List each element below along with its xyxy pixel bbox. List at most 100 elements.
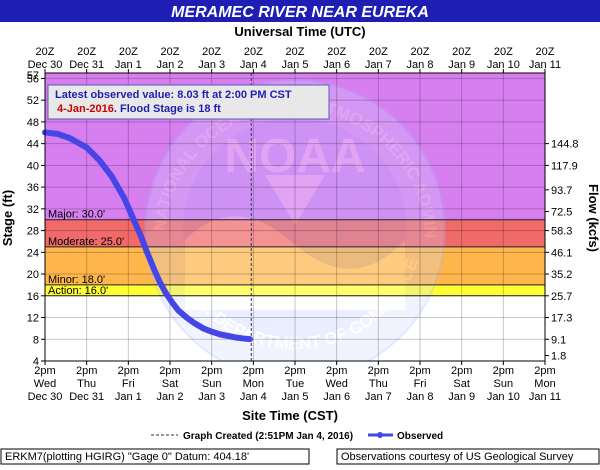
utc-tick-time: 20Z: [119, 46, 138, 58]
flood-band-action: [45, 284, 545, 296]
watermark-inner: [183, 118, 407, 342]
cst-tick-date: Dec 31: [69, 391, 104, 403]
flow-tick-label: 58.3: [551, 226, 572, 238]
observed-point: [150, 265, 156, 271]
title-bar: [0, 0, 600, 22]
utc-tick-date: Jan 2: [157, 59, 184, 71]
flow-tick-label: 93.7: [551, 185, 572, 197]
cst-tick-time: 2pm: [326, 365, 347, 377]
utc-tick-date: Dec 31: [69, 59, 104, 71]
flow-tick-label: 117.9: [551, 160, 578, 172]
utc-tick-date: Jan 3: [198, 59, 225, 71]
cst-tick-date: Jan 6: [323, 391, 350, 403]
cst-tick-day: Thu: [77, 378, 96, 390]
observed-point: [217, 331, 223, 337]
flood-band-minor: [45, 246, 545, 285]
cst-tick-day: Mon: [534, 378, 555, 390]
utc-tick-date: Jan 6: [323, 59, 350, 71]
cst-tick-time: 2pm: [34, 365, 55, 377]
observed-point: [109, 173, 115, 179]
observed-point: [163, 290, 169, 296]
cst-tick-date: Jan 1: [115, 391, 142, 403]
utc-tick-time: 20Z: [494, 46, 513, 58]
y-tick-label: 44: [27, 139, 39, 151]
y-tick-label: 12: [27, 313, 39, 325]
y2-axis-label: Flow (kcfs): [586, 184, 600, 252]
cst-tick-day: Mon: [243, 378, 264, 390]
utc-tick-date: Dec 30: [28, 59, 63, 71]
observed-point: [209, 329, 215, 335]
info-line-1: Latest observed value: 8.03 ft at 2:00 P…: [55, 89, 292, 101]
y-tick-label: 56: [27, 73, 39, 85]
observed-point: [247, 336, 253, 342]
cst-tick-time: 2pm: [159, 365, 180, 377]
cst-tick-date: Jan 3: [198, 391, 225, 403]
cst-tick-date: Jan 8: [407, 391, 434, 403]
observed-point: [157, 279, 163, 285]
info-flood-stage: . Flood Stage is 18 ft: [114, 103, 221, 115]
utc-tick-time: 20Z: [536, 46, 555, 58]
observed-point: [240, 335, 246, 341]
cst-tick-time: 2pm: [118, 365, 139, 377]
observed-point: [96, 157, 102, 163]
utc-tick-time: 20Z: [411, 46, 430, 58]
observed-point: [225, 333, 231, 339]
footer-left-box: [0, 448, 310, 465]
observed-point: [234, 335, 240, 341]
observed-point: [130, 214, 135, 220]
chart-title: MERAMEC RIVER NEAR EUREKA: [171, 4, 429, 21]
utc-tick-date: Jan 8: [407, 59, 434, 71]
cst-tick-time: 2pm: [76, 365, 97, 377]
observed-point: [67, 135, 73, 141]
flow-tick-label: 72.5: [551, 207, 572, 219]
legend-created-label: Graph Created (2:51PM Jan 4, 2016): [183, 431, 353, 442]
cst-tick-date: Jan 7: [365, 391, 392, 403]
observed-point: [200, 325, 206, 331]
info-box: [47, 84, 330, 120]
legend-observed-label: Observed: [397, 431, 443, 442]
observed-point: [175, 307, 181, 313]
cst-tick-day: Sat: [453, 378, 470, 390]
top-axis-label: Universal Time (UTC): [234, 24, 365, 39]
cst-tick-day: Sun: [202, 378, 222, 390]
cst-tick-time: 2pm: [243, 365, 264, 377]
threshold-label-18: Minor: 18.0': [48, 274, 105, 286]
observed-point: [184, 315, 190, 321]
y-tick-label: 36: [27, 182, 39, 194]
cst-tick-time: 2pm: [284, 365, 305, 377]
cst-tick-date: Jan 11: [529, 391, 561, 403]
cst-tick-day: Tue: [286, 378, 305, 390]
cst-tick-time: 2pm: [201, 365, 222, 377]
utc-tick-time: 20Z: [36, 46, 55, 58]
watermark-ring: [144, 79, 446, 361]
cst-tick-day: Wed: [34, 378, 56, 390]
y-tick-label: 16: [27, 291, 39, 303]
y-tick-label: 20: [27, 269, 39, 281]
cst-tick-time: 2pm: [409, 365, 430, 377]
utc-tick-date: Jan 1: [115, 59, 142, 71]
bottom-axis-label: Site Time (CST): [242, 408, 338, 423]
cst-tick-date: Jan 10: [487, 391, 520, 403]
cst-tick-date: Jan 4: [240, 391, 267, 403]
cst-tick-time: 2pm: [493, 365, 514, 377]
utc-tick-date: Jan 10: [487, 59, 520, 71]
cst-tick-time: 2pm: [368, 365, 389, 377]
observed-point: [192, 321, 198, 327]
observed-point: [55, 131, 60, 137]
utc-tick-time: 20Z: [77, 46, 96, 58]
cst-tick-date: Jan 2: [157, 391, 184, 403]
cst-tick-day: Thu: [369, 378, 388, 390]
flow-tick-label: 25.7: [551, 291, 572, 303]
utc-tick-date: Jan 7: [365, 59, 392, 71]
cst-tick-day: Sun: [494, 378, 514, 390]
cst-tick-time: 2pm: [534, 365, 555, 377]
utc-tick-date: Jan 9: [448, 59, 475, 71]
y-tick-label: 28: [27, 226, 39, 238]
y-tick-label: 24: [27, 247, 39, 259]
observed-point: [84, 144, 90, 150]
utc-tick-time: 20Z: [452, 46, 471, 58]
info-date: 4-Jan-2016: [57, 103, 114, 115]
utc-tick-time: 20Z: [161, 46, 180, 58]
utc-tick-time: 20Z: [202, 46, 221, 58]
utc-tick-date: Jan 5: [282, 59, 309, 71]
